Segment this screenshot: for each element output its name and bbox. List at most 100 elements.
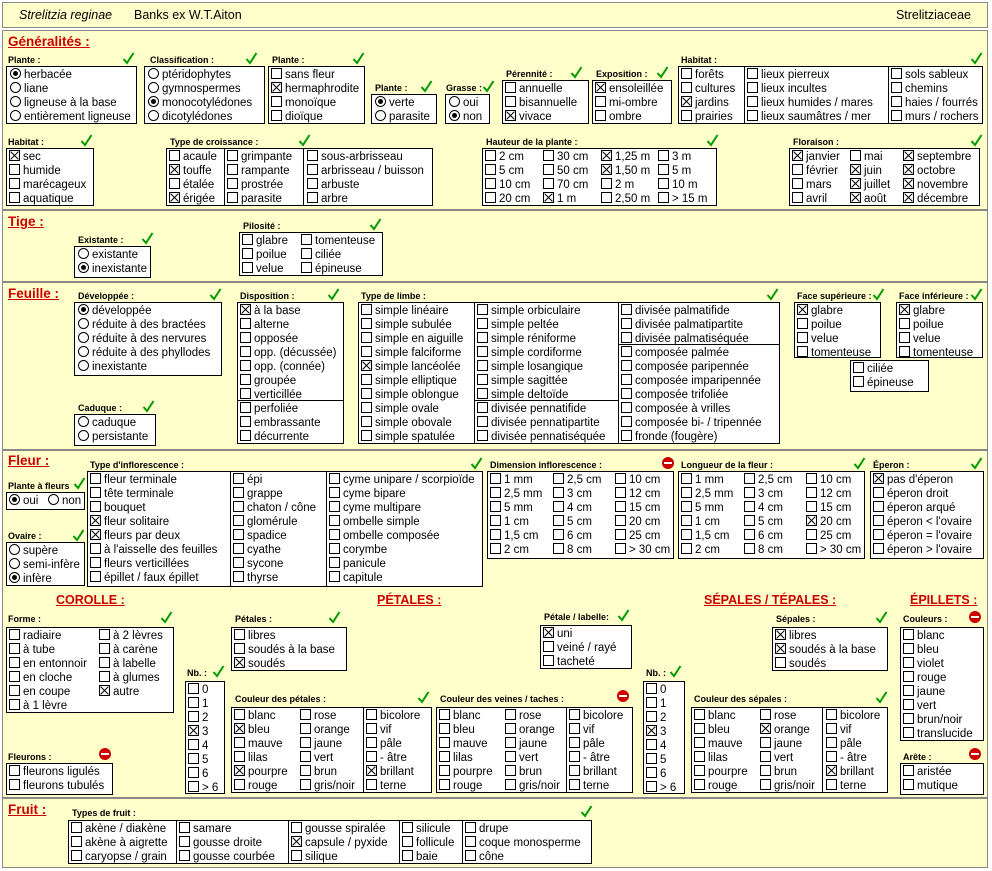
checkbox[interactable]: [853, 376, 864, 387]
checkbox-option[interactable]: 5 cm: [744, 515, 783, 529]
checkbox[interactable]: [240, 416, 251, 427]
checkbox[interactable]: [188, 697, 199, 708]
radio-option[interactable]: réduite à des nervures: [78, 332, 206, 346]
checkbox[interactable]: [615, 501, 626, 512]
checkbox[interactable]: [242, 234, 253, 245]
checkbox[interactable]: [234, 709, 245, 720]
checkbox-option[interactable]: simple lancéolée: [361, 360, 461, 374]
checkbox-option[interactable]: 4 cm: [553, 501, 592, 515]
checkbox-option[interactable]: brun: [760, 765, 797, 779]
checkbox-option[interactable]: en coupe: [9, 685, 70, 699]
checkbox-option[interactable]: 3 cm: [553, 487, 592, 501]
checkbox[interactable]: [227, 150, 238, 161]
checkbox-option[interactable]: ombelle simple: [329, 515, 420, 529]
checkbox-option[interactable]: silicule: [402, 822, 451, 836]
checkbox-option[interactable]: blanc: [694, 709, 736, 723]
checkbox-option[interactable]: ciliée: [301, 248, 341, 262]
checkbox[interactable]: [477, 304, 488, 315]
checkbox[interactable]: [543, 655, 554, 666]
checkbox-option[interactable]: tomenteuse: [899, 346, 973, 360]
checkbox[interactable]: [90, 473, 101, 484]
checkbox-option[interactable]: velue: [797, 332, 839, 346]
checkbox[interactable]: [179, 850, 190, 861]
checkbox[interactable]: [826, 779, 837, 790]
checkbox-option[interactable]: décembre: [903, 192, 968, 206]
radio-option[interactable]: développée: [78, 304, 151, 318]
checkbox-option[interactable]: pâle: [826, 737, 862, 751]
checkbox[interactable]: [646, 683, 657, 694]
checkbox[interactable]: [826, 765, 837, 776]
checkbox-option[interactable]: mai: [850, 150, 883, 164]
checkbox-option[interactable]: divisée palmatiséquée: [621, 332, 749, 346]
checkbox-option[interactable]: 1 m: [543, 192, 576, 206]
checkbox[interactable]: [179, 836, 190, 847]
checkbox-option[interactable]: terne: [569, 779, 609, 793]
radio-option[interactable]: oui: [9, 494, 38, 508]
checkbox-option[interactable]: acaule: [169, 150, 217, 164]
checkbox-option[interactable]: 2,5 mm: [490, 487, 542, 501]
checkbox[interactable]: [601, 178, 612, 189]
checkbox[interactable]: [188, 711, 199, 722]
checkbox-option[interactable]: composée à vrilles: [621, 402, 730, 416]
checkbox[interactable]: [439, 723, 450, 734]
radio-option[interactable]: infère: [9, 572, 52, 586]
checkbox-option[interactable]: divisée palmatifide: [621, 304, 730, 318]
checkbox[interactable]: [233, 529, 244, 540]
checkbox-option[interactable]: vif: [569, 723, 595, 737]
checkbox[interactable]: [234, 629, 245, 640]
checkbox-option[interactable]: velue: [899, 332, 941, 346]
checkbox[interactable]: [744, 487, 755, 498]
checkbox[interactable]: [439, 709, 450, 720]
checkbox-option[interactable]: 2 cm: [490, 543, 529, 557]
checkbox-option[interactable]: divisée pennatipartite: [477, 416, 600, 430]
checkbox[interactable]: [903, 192, 914, 203]
checkbox[interactable]: [188, 683, 199, 694]
checkbox[interactable]: [490, 515, 501, 526]
checkbox-option[interactable]: rose: [505, 709, 541, 723]
checkbox[interactable]: [234, 723, 245, 734]
checkbox-option[interactable]: 1,5 cm: [490, 529, 539, 543]
checkbox[interactable]: [899, 346, 910, 357]
checkbox[interactable]: [747, 82, 758, 93]
checkbox[interactable]: [99, 685, 110, 696]
checkbox[interactable]: [760, 779, 771, 790]
checkbox-option[interactable]: simple subulée: [361, 318, 452, 332]
checkbox-option[interactable]: glabre: [797, 304, 843, 318]
radio-button[interactable]: [9, 544, 20, 555]
checkbox-option[interactable]: composée imparipennée: [621, 374, 761, 388]
checkbox[interactable]: [402, 836, 413, 847]
radio-button[interactable]: [10, 110, 21, 121]
checkbox-option[interactable]: brun/noir: [903, 713, 962, 727]
checkbox[interactable]: [681, 110, 692, 121]
checkbox[interactable]: [291, 822, 302, 833]
checkbox[interactable]: [301, 248, 312, 259]
checkbox-option[interactable]: caryopse / grain: [71, 850, 167, 864]
radio-option[interactable]: herbacée: [10, 68, 72, 82]
checkbox-option[interactable]: rouge: [439, 779, 482, 793]
checkbox-option[interactable]: simple cordiforme: [477, 346, 582, 360]
checkbox-option[interactable]: bleu: [439, 723, 475, 737]
checkbox[interactable]: [792, 150, 803, 161]
checkbox[interactable]: [9, 178, 20, 189]
checkbox-option[interactable]: poilue: [242, 248, 287, 262]
checkbox-option[interactable]: orange: [300, 723, 350, 737]
checkbox[interactable]: [329, 473, 340, 484]
checkbox-option[interactable]: 1 cm: [490, 515, 529, 529]
checkbox[interactable]: [850, 178, 861, 189]
checkbox[interactable]: [681, 473, 692, 484]
checkbox-option[interactable]: divisée palmatipartite: [621, 318, 743, 332]
checkbox[interactable]: [71, 850, 82, 861]
checkbox[interactable]: [850, 192, 861, 203]
checkbox-option[interactable]: 10 m: [658, 178, 698, 192]
checkbox[interactable]: [873, 487, 884, 498]
checkbox-option[interactable]: drupe: [465, 822, 508, 836]
checkbox[interactable]: [543, 164, 554, 175]
checkbox-option[interactable]: humide: [9, 164, 61, 178]
checkbox[interactable]: [329, 543, 340, 554]
checkbox-option[interactable]: 3: [646, 725, 666, 739]
checkbox[interactable]: [490, 501, 501, 512]
checkbox[interactable]: [99, 643, 110, 654]
checkbox-option[interactable]: sans fleur: [271, 68, 335, 82]
checkbox[interactable]: [826, 751, 837, 762]
checkbox-option[interactable]: poilue: [899, 318, 944, 332]
